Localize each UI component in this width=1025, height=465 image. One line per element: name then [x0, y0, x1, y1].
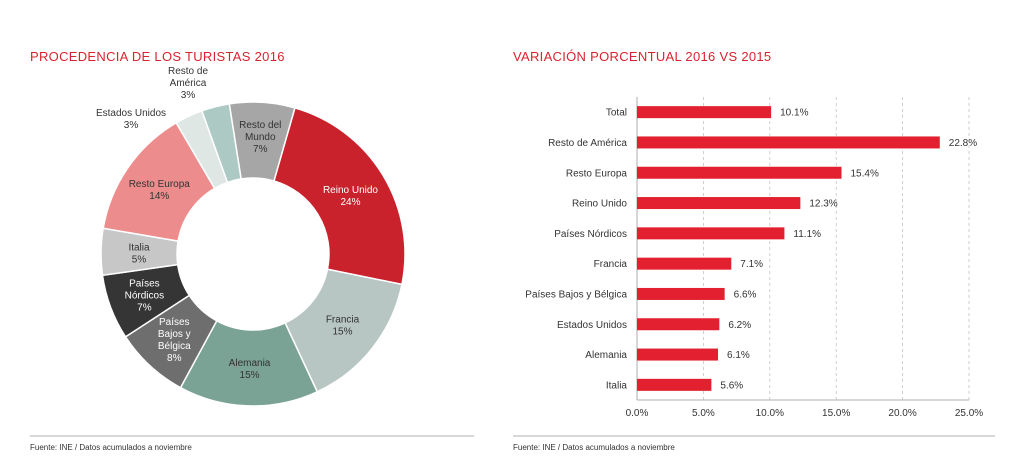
category-label-francia: Francia	[594, 259, 628, 270]
value-label-paises-nordicos: 11.1%	[793, 229, 821, 240]
bar-source: Fuente: INE / Datos acumulados a noviemb…	[513, 443, 675, 452]
bar-title: VARIACIÓN PORCENTUAL 2016 VS 2015	[513, 49, 771, 64]
x-tick-label: 25.0%	[955, 408, 983, 419]
value-label-paises-bajos-y-belgica: 6.6%	[734, 289, 757, 300]
bar-paises-bajos-y-belgica	[637, 287, 725, 300]
value-label-italia: 5.6%	[720, 380, 743, 391]
donut-label-estados-unidos: Estados Unidos 3%	[96, 108, 166, 131]
bar-francia	[637, 257, 732, 270]
bar-resto-de-america	[637, 136, 940, 149]
value-label-resto-de-america: 22.8%	[949, 138, 977, 149]
donut-slice-resto-del-mundo	[228, 101, 296, 182]
x-tick-label: 10.0%	[756, 408, 784, 419]
bar-estados-unidos	[637, 318, 720, 331]
bar-paises-nordicos	[637, 227, 785, 240]
donut-label-alemania: Alemania 15%	[229, 358, 271, 381]
bar-chart: 0.0% 5.0% 10.0% 15.0% 20.0% 25.0% Total 10.1% Re…	[525, 97, 983, 419]
bar-reino-unido	[637, 197, 801, 210]
value-label-resto-europa: 15.4%	[851, 168, 879, 179]
value-label-reino-unido: 12.3%	[809, 199, 837, 210]
donut-label-reino-unido: Reino Unido 24%	[323, 185, 378, 208]
value-label-total: 10.1%	[780, 108, 808, 119]
donut-label-resto-del-mundo: Resto del Mundo 7%	[239, 120, 281, 155]
category-label-estados-unidos: Estados Unidos	[557, 320, 627, 331]
category-label-paises-nordicos: Países Nórdicos	[554, 229, 627, 240]
category-label-paises-bajos-y-belgica: Países Bajos y Bélgica	[525, 289, 627, 300]
x-tick-label: 20.0%	[888, 408, 916, 419]
donut-label-francia: Francia 15%	[326, 315, 360, 338]
donut-label-resto-europa: Resto Europa 14%	[129, 179, 191, 202]
x-tick-label: 0.0%	[626, 408, 649, 419]
donut-label-paises-nordicos: Países Nórdicos 7%	[125, 279, 164, 314]
category-label-total: Total	[606, 108, 627, 119]
donut-title: PROCEDENCIA DE LOS TURISTAS 2016	[30, 49, 285, 64]
bar-resto-europa	[637, 166, 842, 179]
donut-label-italia: Italia 5%	[128, 242, 150, 265]
category-label-italia: Italia	[606, 380, 628, 391]
x-tick-label: 15.0%	[822, 408, 850, 419]
value-label-francia: 7.1%	[740, 259, 763, 270]
value-label-alemania: 6.1%	[727, 350, 750, 361]
donut-slice-reino-unido	[273, 106, 406, 286]
x-tick-label: 5.0%	[692, 408, 715, 419]
donut-chart: Reino Unido 24% Francia 15% Alemania 15% Paíse…	[96, 66, 406, 407]
donut-source: Fuente: INE / Datos acumulados a noviemb…	[30, 443, 192, 452]
category-label-resto-de-america: Resto de América	[548, 138, 627, 149]
category-label-resto-europa: Resto Europa	[566, 168, 628, 179]
bar-italia	[637, 378, 712, 391]
donut-label-paises-bajos-y-belgica: Países Bajos y Bélgica 8%	[158, 317, 191, 364]
donut-label-resto-de-america: Resto de América 3%	[168, 66, 208, 101]
category-label-alemania: Alemania	[585, 350, 627, 361]
bar-total	[637, 106, 772, 119]
value-label-estados-unidos: 6.2%	[728, 320, 751, 331]
bar-alemania	[637, 348, 719, 361]
category-label-reino-unido: Reino Unido	[572, 199, 627, 210]
